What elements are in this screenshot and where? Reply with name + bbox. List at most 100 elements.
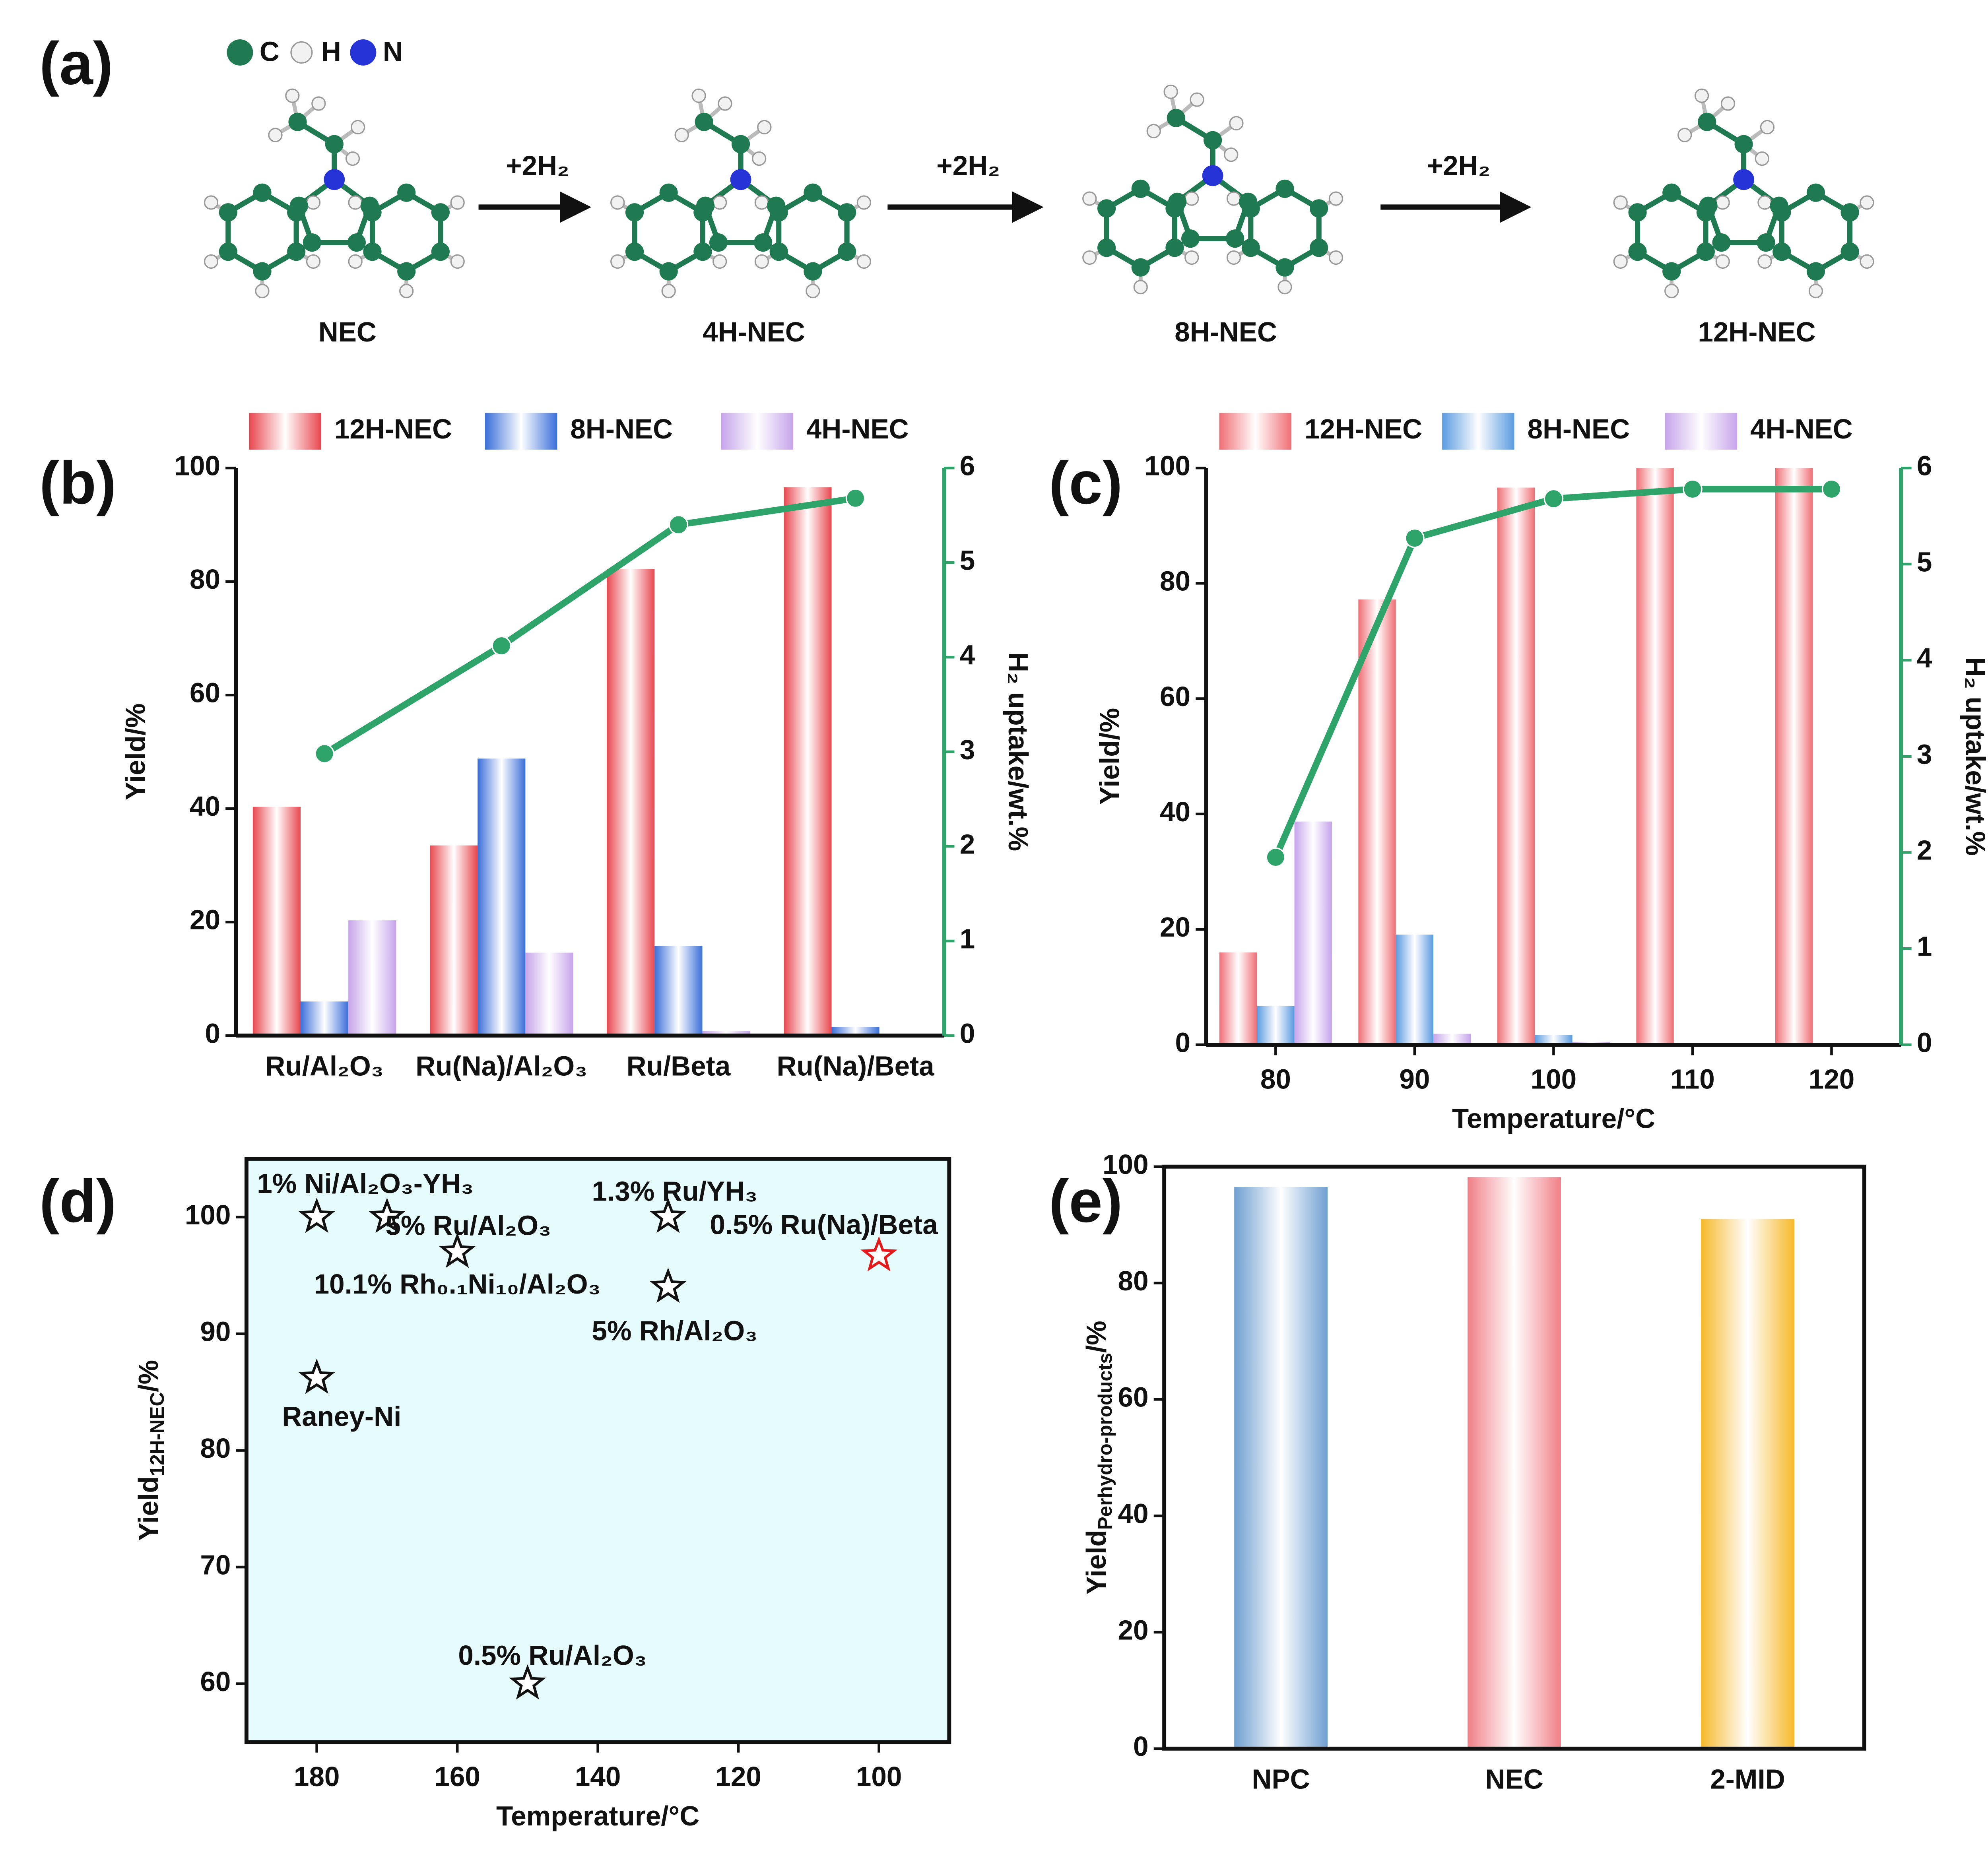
- carbon-atom: [804, 262, 822, 281]
- y2-tick-label: 4: [960, 639, 975, 670]
- carbon-atom: [837, 242, 856, 261]
- hydrogen-atom: [255, 283, 270, 299]
- molecule-label: 8H-NEC: [1175, 316, 1277, 347]
- atom-legend-marker: [350, 39, 377, 66]
- line-marker: [668, 515, 689, 535]
- carbon-atom: [1662, 262, 1681, 281]
- hydrogen-atom: [610, 254, 625, 269]
- point-label: 1% Ni/Al₂O₃-YH₃: [257, 1168, 474, 1199]
- carbon-atom: [693, 242, 712, 261]
- y-tick-label: 20: [1118, 1614, 1149, 1645]
- y2-tick-label: 0: [1917, 1027, 1932, 1058]
- x-tick-label: 180: [294, 1761, 340, 1792]
- panel-label: (b): [39, 450, 116, 517]
- y-tick-label: 60: [190, 677, 220, 708]
- x-tick-label: Ru/Beta: [627, 1051, 731, 1082]
- legend-swatch: [1442, 413, 1514, 450]
- hydrogen-atom: [311, 96, 326, 111]
- molecule-label: 12H-NEC: [1698, 316, 1815, 347]
- hydrogen-atom: [1328, 250, 1343, 265]
- hydrogen-atom: [718, 96, 732, 111]
- legend-swatch: [485, 413, 557, 450]
- y-tick-label: 80: [1118, 1265, 1149, 1296]
- hydrogen-atom: [1860, 195, 1874, 210]
- y-tick-label: 90: [200, 1316, 231, 1347]
- hydrogen-atom: [285, 88, 300, 103]
- carbon-atom: [287, 242, 306, 261]
- x-tick-label: 140: [575, 1761, 621, 1792]
- carbon-atom: [709, 233, 728, 252]
- hydrogen-atom: [1226, 250, 1241, 265]
- carbon-atom: [1165, 239, 1184, 257]
- carbon-atom: [1204, 131, 1222, 149]
- legend-label: 12H-NEC: [334, 413, 452, 444]
- x-tick-label: 2-MID: [1710, 1764, 1785, 1795]
- x-axis-label: Temperature/°C: [496, 1800, 699, 1831]
- star-marker: [509, 1664, 546, 1700]
- bar: [1358, 599, 1396, 1045]
- star-marker: [298, 1358, 336, 1394]
- bar: [1257, 1006, 1295, 1045]
- star-marker: [439, 1232, 476, 1268]
- hydrogen-atom: [1163, 84, 1178, 99]
- y-tick-label: 0: [1133, 1731, 1149, 1762]
- hydrogen-atom: [661, 283, 676, 299]
- molecule-label: NEC: [318, 316, 377, 347]
- hydrogen-atom: [1613, 195, 1628, 210]
- carbon-atom: [804, 183, 822, 202]
- line-marker: [491, 636, 511, 656]
- carbon-atom: [1131, 179, 1150, 198]
- legend-label: 4H-NEC: [1750, 413, 1853, 444]
- carbon-atom: [1241, 239, 1260, 257]
- legend-swatch: [249, 413, 321, 450]
- carbon-atom: [1698, 112, 1716, 131]
- carbon-atom: [253, 262, 272, 281]
- y-axis-label: Yield12H-NEC/%: [133, 1360, 169, 1541]
- hydrogen-atom: [1677, 128, 1692, 142]
- carbon-atom: [1757, 233, 1775, 252]
- star-marker: [368, 1197, 406, 1233]
- y-tick-label: 20: [190, 904, 220, 935]
- carbon-atom: [325, 135, 344, 153]
- molecule-label: 4H-NEC: [703, 316, 805, 347]
- star-marker: [649, 1267, 687, 1303]
- y-tick-label: 100: [185, 1199, 231, 1230]
- hydrogen-atom: [1184, 250, 1199, 265]
- carbon-atom: [347, 233, 366, 252]
- x-tick-label: 120: [1809, 1064, 1855, 1095]
- y-axis-label-part: Yield: [1081, 1530, 1112, 1594]
- hydrogen-atom: [1755, 151, 1769, 166]
- carbon-atom: [625, 203, 644, 222]
- y-axis-label-part: Perhydro-products: [1094, 1353, 1116, 1530]
- y-tick-label: 20: [1160, 912, 1190, 943]
- plot-frame: [244, 1157, 951, 1744]
- carbon-atom: [837, 203, 856, 222]
- x-tick-label: 120: [715, 1761, 761, 1792]
- hydrogen-atom: [1146, 124, 1161, 138]
- x-tick-label: NPC: [1252, 1764, 1310, 1795]
- y-tick-label: 60: [1160, 681, 1190, 712]
- line-marker: [315, 744, 334, 764]
- carbon-atom: [659, 183, 678, 202]
- carbon-atom: [303, 233, 321, 252]
- bar: [348, 920, 396, 1036]
- carbon-atom: [1773, 242, 1791, 261]
- x-axis-label: Temperature/°C: [1452, 1103, 1655, 1134]
- carbon-atom: [1696, 242, 1715, 261]
- point-label: Raney-Ni: [282, 1401, 401, 1432]
- legend-label: 12H-NEC: [1305, 413, 1422, 444]
- hydrogen-atom: [351, 120, 365, 135]
- hydrogen-atom: [856, 195, 872, 210]
- nitrogen-atom: [730, 169, 751, 190]
- panel-label: (a): [39, 30, 113, 97]
- y2-tick-label: 4: [1917, 642, 1932, 673]
- carbon-atom: [1276, 179, 1294, 198]
- legend-swatch: [721, 413, 793, 450]
- carbon-atom: [659, 262, 678, 281]
- point-label: 5% Ru/Al₂O₃: [385, 1210, 551, 1241]
- bar: [702, 1031, 750, 1036]
- y-tick-label: 100: [1145, 450, 1191, 481]
- bar: [784, 487, 832, 1036]
- carbon-atom: [1734, 135, 1753, 153]
- hydrogen-atom: [1664, 283, 1679, 299]
